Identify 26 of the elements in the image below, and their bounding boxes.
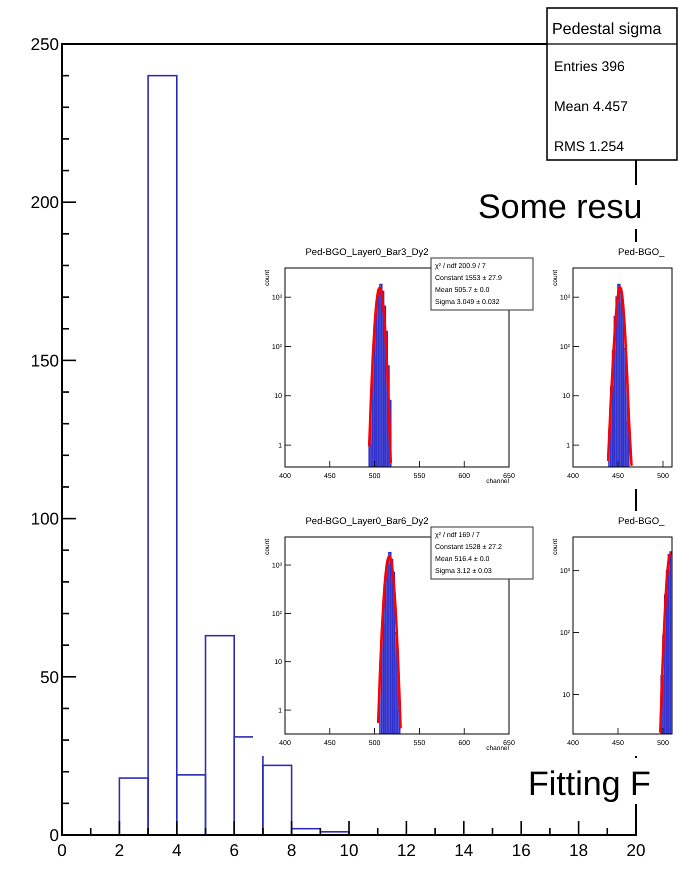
x-tick-label: 14 (454, 841, 474, 860)
x-tick-label: 6 (229, 841, 239, 860)
chart-title: Ped-BGO_ (618, 516, 666, 527)
annotation: Some resu (478, 188, 642, 226)
y-tick-label: 50 (40, 668, 59, 687)
annotation: RMS 1.254 (554, 138, 624, 154)
y-tick-label: 0 (50, 826, 59, 845)
x-tick-label: 20 (626, 841, 646, 860)
annotation: Entries 396 (554, 58, 626, 74)
y-tick-label: 200 (30, 193, 59, 212)
x-tick-label: 8 (286, 841, 296, 860)
y-tick-label: 100 (30, 510, 59, 529)
chart-title: Ped-BGO_Layer0_Bar3_Dy2 (305, 247, 429, 258)
x-tick-label: 10 (340, 841, 358, 860)
y-tick-label: 150 (30, 351, 59, 370)
x-tick-label: 12 (396, 841, 416, 860)
annotation: Fitting F (528, 765, 651, 803)
x-tick-label: 4 (172, 841, 182, 860)
annotation: Mean 4.457 (554, 98, 628, 114)
x-tick-label: 18 (569, 841, 588, 860)
chart-title: Pedestal sigma (552, 21, 662, 38)
chart-title: Ped-BGO_ (618, 247, 666, 258)
x-tick-label: 2 (114, 841, 124, 860)
y-tick-label: 250 (30, 34, 59, 54)
chart-title: Ped-BGO_Layer0_Bar6_Dy2 (305, 516, 429, 527)
x-tick-label: 16 (512, 841, 531, 860)
